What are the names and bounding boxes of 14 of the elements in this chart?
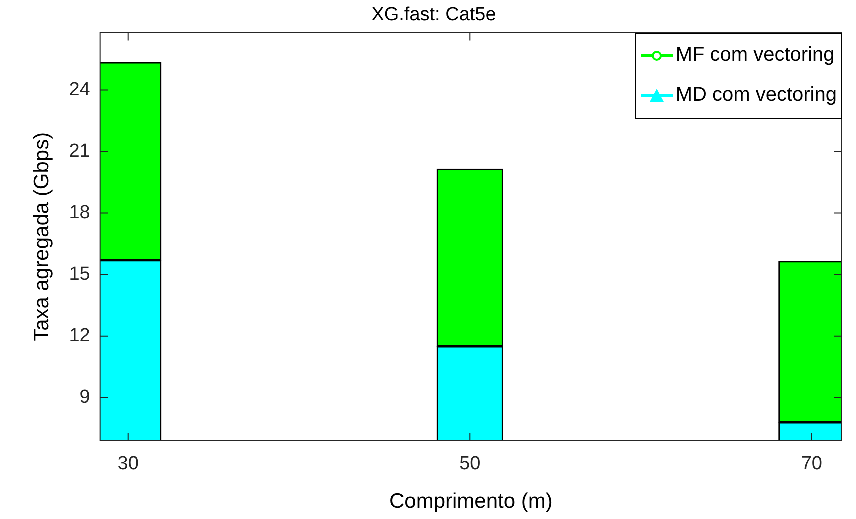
y-axis-title: Taxa agregada (Gbps): [30, 132, 54, 342]
chart-title: XG.fast: Cat5e: [372, 4, 496, 26]
x-tick-label: 70: [801, 454, 822, 475]
x-tick-label: 30: [118, 454, 139, 475]
y-tick-label: 21: [69, 141, 90, 162]
x-axis-title: Comprimento (m): [389, 490, 553, 514]
y-tick-label: 24: [69, 79, 91, 100]
x-tick-label: 50: [460, 454, 481, 475]
legend-label: MD com vectoring: [676, 84, 837, 108]
y-tick-label: 15: [69, 264, 90, 286]
y-tick-label: 9: [80, 387, 90, 408]
y-tick-label: 18: [69, 202, 90, 224]
legend-label: MF com vectoring: [676, 44, 835, 68]
y-tick-label: 12: [69, 326, 90, 347]
